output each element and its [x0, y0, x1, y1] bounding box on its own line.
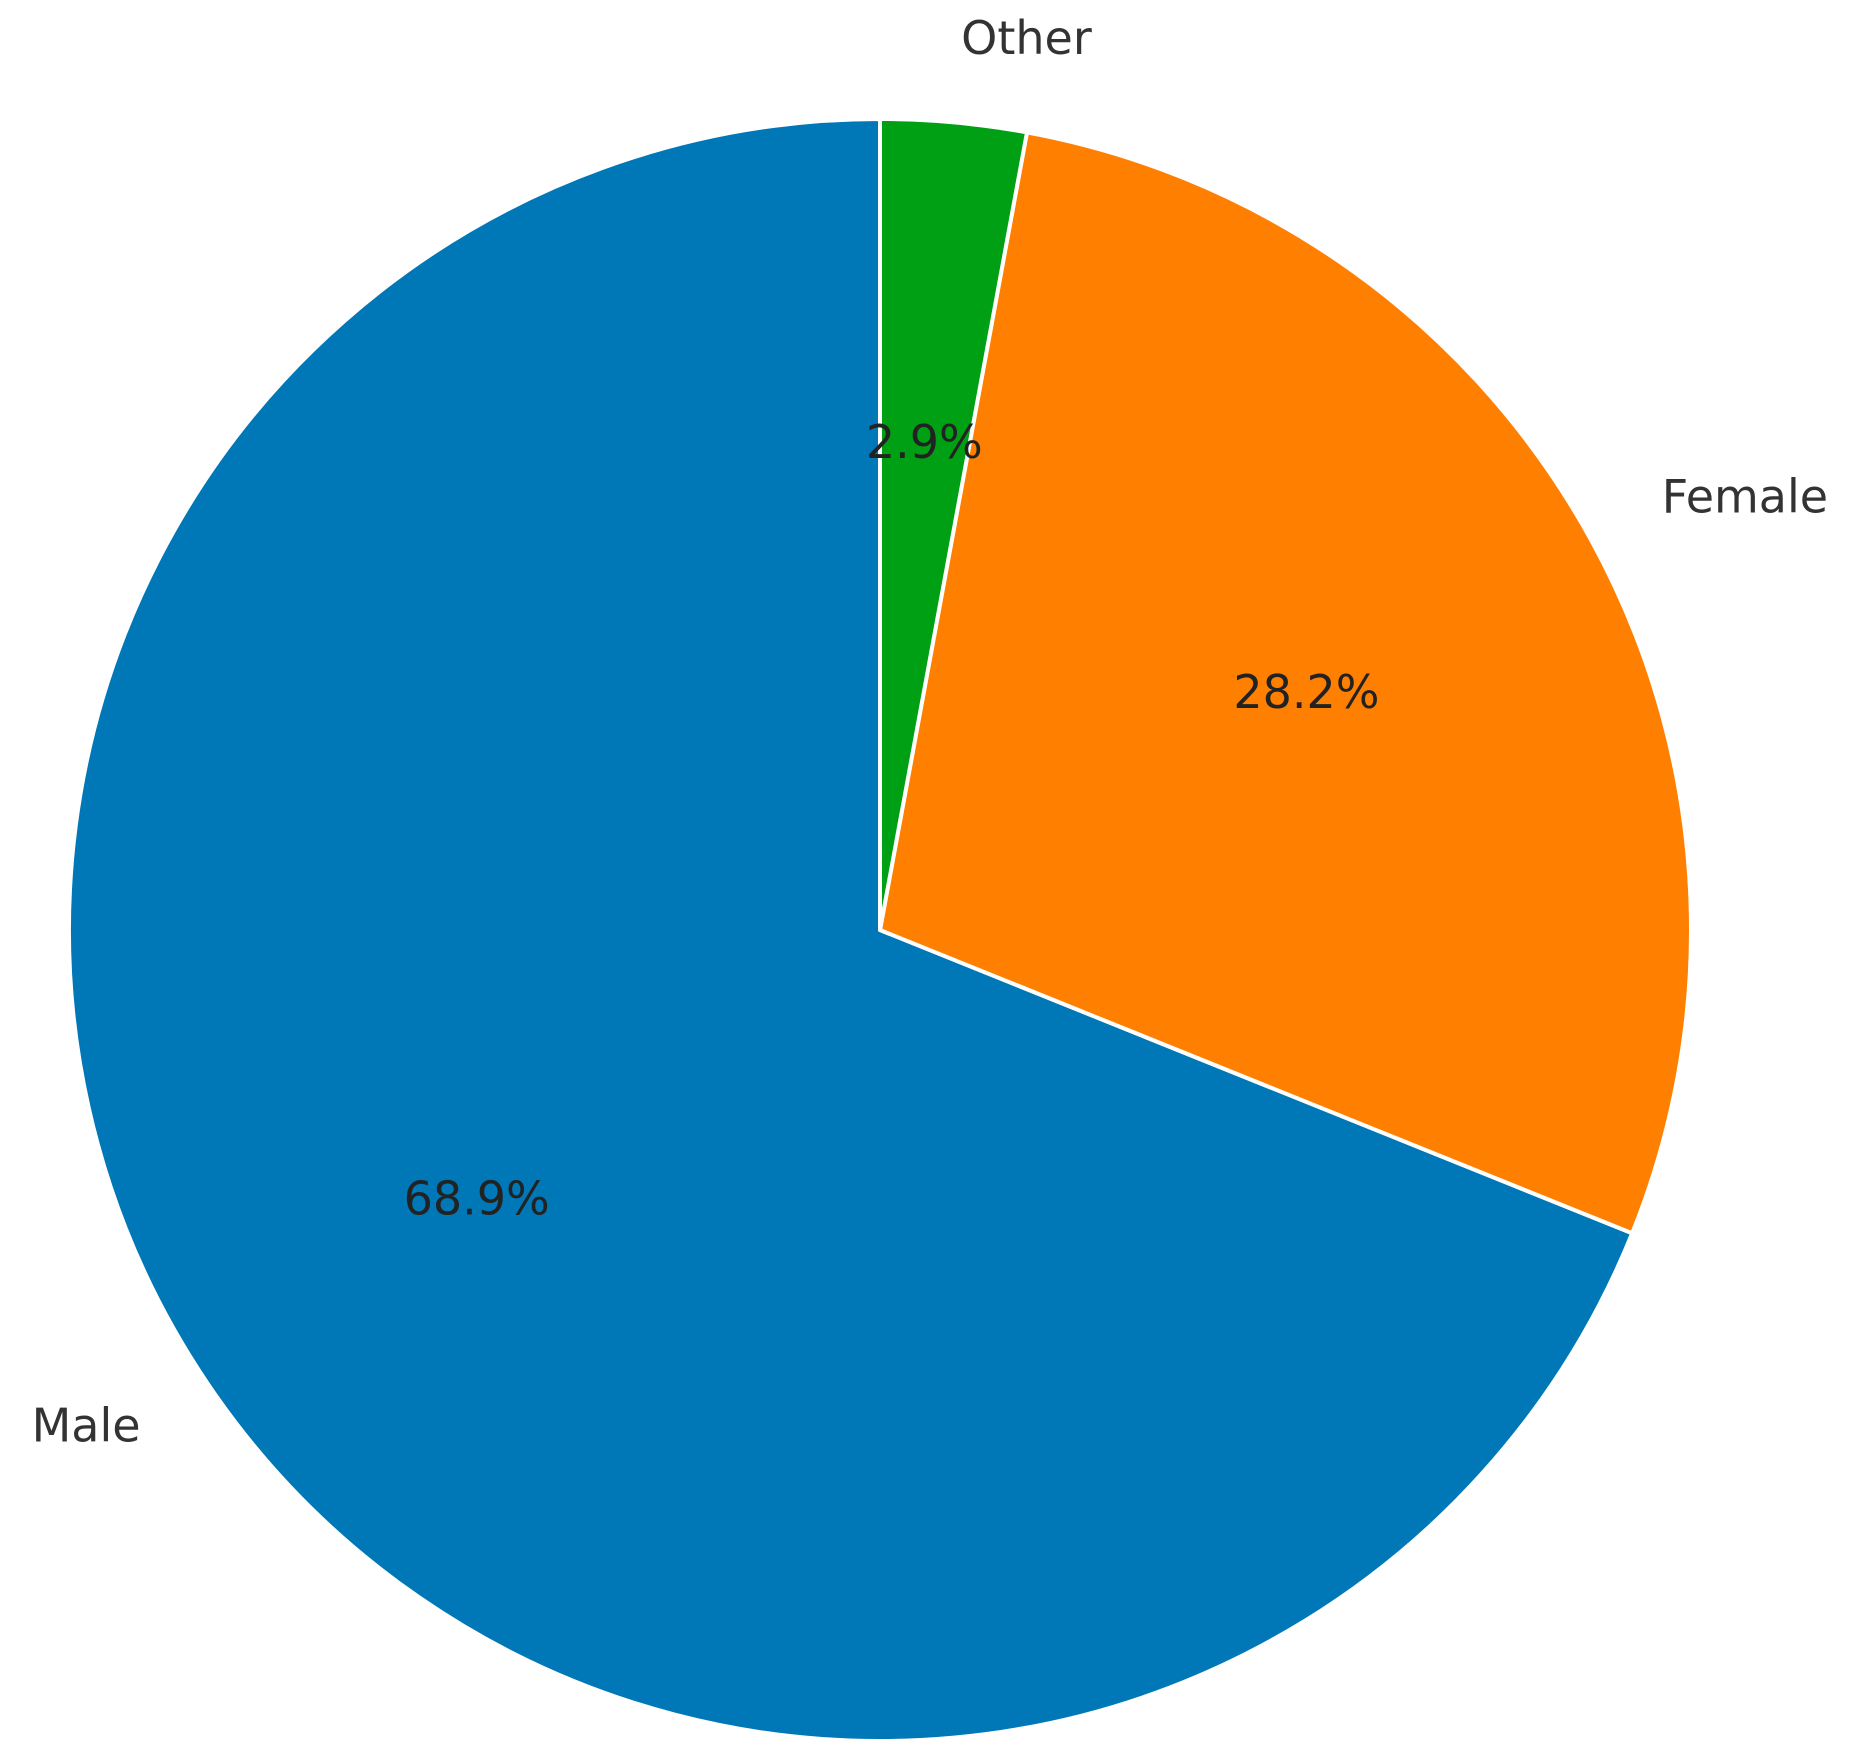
pie-slice — [878, 117, 1029, 932]
pie-slice — [878, 130, 1693, 1236]
value-label: 28.2% — [1233, 665, 1379, 719]
pie-slice — [67, 117, 1635, 1743]
slice-label: Female — [1662, 470, 1828, 524]
slice-label: Other — [961, 11, 1092, 65]
value-label: 2.9% — [866, 415, 983, 469]
slice-label: Male — [32, 1399, 141, 1453]
value-label: 68.9% — [404, 1172, 550, 1226]
